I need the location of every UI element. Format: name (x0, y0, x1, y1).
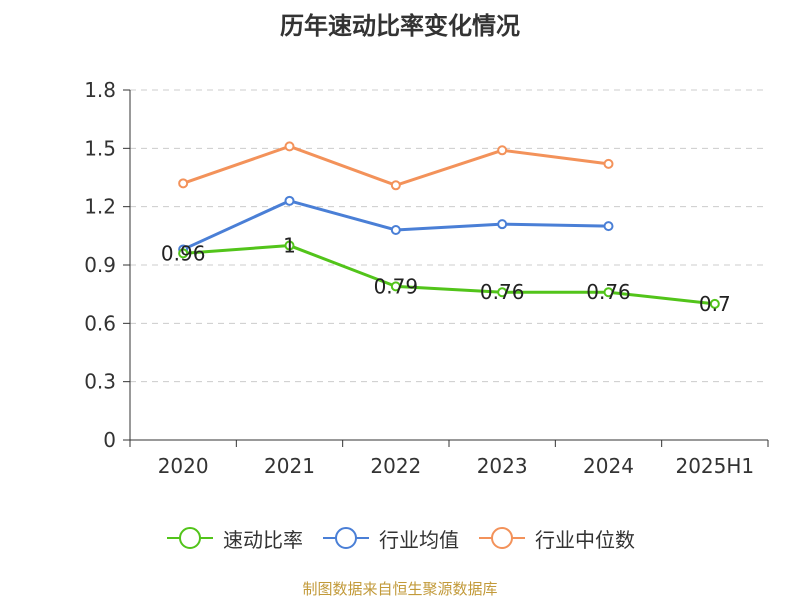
source-note: 制图数据来自恒生聚源数据库 (302, 580, 498, 598)
data-point (603, 158, 614, 169)
data-point (603, 287, 614, 298)
y-tick-label: 0.6 (84, 311, 116, 335)
y-tick-label: 0.3 (84, 370, 116, 394)
data-point (284, 195, 295, 206)
legend-marker-1 (323, 527, 369, 549)
legend-marker-2 (479, 527, 525, 549)
data-label: 0.76 (586, 280, 631, 304)
axes: 0 0.3 0.6 0.9 1.2 1.5 1.8 2020 2021 2022 2023 2024 2… (84, 78, 769, 478)
x-tick-label: 2022 (370, 454, 421, 478)
legend: 速动比率 行业均值 行业中位数 (0, 518, 800, 558)
legend-label-0: 速动比率 (223, 527, 303, 552)
data-point (390, 281, 401, 292)
data-label: 1 (283, 234, 296, 258)
data-point (709, 298, 720, 309)
chart-title: 历年速动比率变化情况 (280, 12, 520, 40)
data-point (497, 145, 508, 156)
gridlines (130, 89, 768, 383)
legend-marker-0 (167, 527, 213, 549)
legend-label-2: 行业中位数 (535, 527, 635, 552)
data-point (178, 178, 189, 189)
series (178, 141, 720, 309)
data-label: 0.96 (161, 241, 206, 265)
data-label: 0.76 (480, 280, 525, 304)
y-tick-label: 1.5 (84, 136, 116, 160)
data-point (284, 240, 295, 251)
y-tick-label: 1.8 (84, 78, 116, 102)
series-line (183, 244, 715, 306)
x-tick-label: 2023 (477, 454, 528, 478)
x-tick-label: 2020 (158, 454, 209, 478)
data-point (603, 221, 614, 232)
data-point (284, 141, 295, 152)
y-tick-label: 1.2 (84, 195, 116, 219)
data-labels: 0.96 1 0.79 0.76 0.76 0.7 (161, 234, 731, 316)
series-line (182, 144, 609, 187)
data-point (497, 287, 508, 298)
y-tick-label: 0.9 (84, 253, 116, 277)
legend-item-2[interactable]: 行业中位数 (477, 524, 635, 553)
data-point (497, 219, 508, 230)
x-tick-label: 2024 (583, 454, 634, 478)
legend-item-0[interactable]: 速动比率 (165, 524, 303, 553)
data-point (390, 225, 401, 235)
x-tick-label: 2025H1 (675, 454, 754, 478)
data-point (178, 248, 189, 259)
data-label: 0.79 (374, 274, 419, 298)
data-label: 0.7 (699, 292, 731, 316)
data-point (390, 180, 401, 191)
legend-item-1[interactable]: 行业均值 (321, 524, 459, 553)
legend-label-1: 行业均值 (379, 527, 459, 552)
x-tick-label: 2021 (264, 454, 315, 478)
y-tick-label: 0 (103, 428, 116, 452)
